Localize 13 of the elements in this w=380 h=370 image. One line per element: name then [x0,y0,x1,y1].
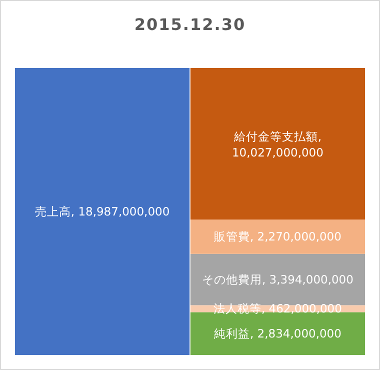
chart-title: 2015.12.30 [134,15,246,34]
series-label: 純利益, [214,326,258,341]
data-label: 10,027,000,000 [232,145,324,160]
data-label: 2,270,000,000 [257,230,342,244]
data-label: 3,394,000,000 [269,272,354,287]
series-label: 販管費, [214,230,258,244]
series-label: 法人税等, [213,302,269,316]
data-label: 462,000,000 [268,302,342,316]
series-label: 売上高, [34,204,78,219]
series-label: その他費用, [202,272,270,287]
data-label: 18,987,000,000 [78,204,170,219]
data-label: 2,834,000,000 [257,326,342,341]
series-label: 給付金等支払額, [232,129,322,144]
